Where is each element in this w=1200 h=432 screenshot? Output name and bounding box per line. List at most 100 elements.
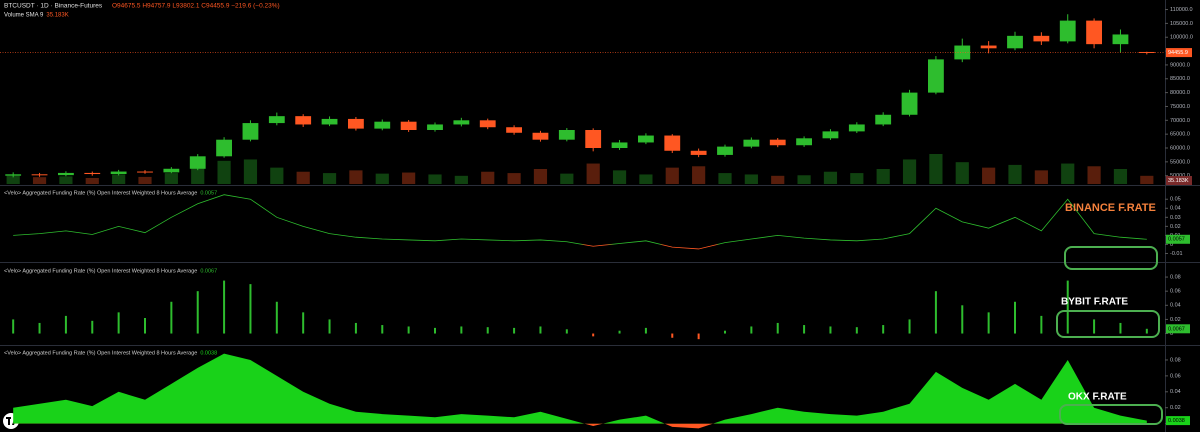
candle-body: [374, 121, 391, 129]
volume-bar: [1008, 164, 1022, 184]
volume-bar: [270, 167, 284, 184]
funding-bar: [961, 305, 964, 334]
candle-body: [532, 132, 549, 140]
funding-bar: [354, 322, 357, 334]
candle-body: [769, 139, 786, 146]
value-box: [1166, 324, 1190, 334]
volume-bar: [217, 160, 231, 184]
volume-bar: [560, 173, 574, 184]
candle-body: [5, 174, 22, 176]
funding-bar: [803, 325, 806, 334]
candle-body: [163, 168, 180, 173]
candle-body: [1059, 20, 1076, 42]
volume-bar: [665, 167, 679, 184]
candle-body: [84, 172, 101, 175]
volume-bar: [322, 173, 337, 184]
y-tick-label: 70000.0: [1170, 118, 1190, 124]
funding-bar: [328, 319, 331, 334]
candle-body: [268, 116, 285, 124]
last-price-label: 94455.9: [1168, 50, 1188, 56]
candle-body: [611, 142, 628, 148]
value-box-label: 0.0038: [1168, 418, 1185, 424]
candle-body: [1112, 34, 1129, 45]
volume-bar: [481, 171, 495, 184]
value-box: [1166, 234, 1190, 244]
candle-body: [453, 120, 470, 125]
funding-bar: [1040, 315, 1043, 334]
candle-body: [295, 116, 312, 125]
candle-body: [427, 124, 443, 130]
highlight-outline: [1064, 246, 1158, 270]
candle-body: [954, 45, 971, 60]
funding-bar: [381, 325, 384, 334]
volume-bar: [243, 159, 258, 184]
funding-bar: [513, 327, 516, 334]
candle-body: [348, 118, 364, 129]
candle-body: [638, 135, 654, 143]
volume-bar: [138, 176, 152, 184]
candle-body: [901, 92, 918, 115]
y-tick-label: 0.02: [1170, 224, 1181, 230]
volume-bar: [6, 175, 20, 184]
volume-bar: [982, 167, 996, 184]
candle-body: [506, 127, 522, 133]
volume-title: Volume SMA 9: [4, 13, 44, 19]
volume-axis-label: 35.183K: [1168, 178, 1189, 184]
volume-axis-box: [1166, 176, 1192, 185]
annotation: OKX F.RATE: [1068, 392, 1127, 403]
candle-body: [1086, 20, 1102, 45]
candle-body: [875, 114, 892, 125]
candle-body: [400, 121, 417, 130]
candle-body: [58, 172, 74, 176]
y-tick-label: 60000.0: [1170, 145, 1190, 151]
candle-body: [137, 171, 153, 173]
last-price-box: [1166, 48, 1192, 58]
y-tick-label: 90000.0: [1170, 62, 1190, 68]
funding-bar: [697, 333, 700, 340]
candle-body: [1033, 35, 1050, 42]
y-tick-label: 85000.0: [1170, 76, 1190, 82]
y-tick-label: 80000.0: [1170, 90, 1190, 96]
funding-bar: [486, 327, 489, 334]
y-tick-label: 0.02: [1170, 405, 1181, 411]
candle-body: [717, 146, 733, 155]
indicator-title: <Velo> Aggregated Funding Rate (%) Open …: [4, 190, 197, 196]
highlight-outline: [1056, 310, 1160, 338]
funding-bar: [302, 312, 305, 334]
volume-bar: [612, 170, 627, 184]
volume-bar: [428, 174, 442, 184]
y-tick-label: 0.05: [1170, 197, 1181, 203]
y-tick-label: 0.03: [1170, 215, 1181, 221]
highlight-outline: [1059, 404, 1163, 425]
y-tick-label: 65000.0: [1170, 132, 1190, 138]
volume-bar: [112, 174, 126, 184]
value-box-label: 0.0057: [1168, 237, 1185, 243]
candle-body: [928, 59, 944, 93]
funding-bar: [144, 318, 146, 334]
funding-bar: [64, 315, 67, 334]
funding-bar: [565, 329, 568, 334]
volume-bar: [85, 178, 99, 184]
funding-bar: [934, 291, 937, 334]
funding-bar: [750, 326, 753, 334]
volume-bar: [533, 169, 548, 184]
indicator-title: <Velo> Aggregated Funding Rate (%) Open …: [4, 350, 197, 356]
y-tick-label: 0.08: [1170, 275, 1181, 281]
funding-bar: [908, 319, 911, 334]
volume-bar: [718, 173, 732, 184]
volume-bar: [876, 169, 890, 184]
volume-bar: [771, 175, 785, 184]
funding-bar: [407, 326, 410, 334]
y-tick-label: -0.01: [1170, 251, 1183, 257]
funding-line: [13, 194, 1147, 245]
y-tick-label: 0.06: [1170, 289, 1181, 295]
volume-bar: [823, 171, 838, 184]
funding-bar: [1145, 328, 1148, 334]
funding-bar: [91, 320, 94, 334]
funding-bar: [618, 330, 621, 334]
candle-body: [796, 138, 812, 146]
volume-bar: [692, 166, 706, 184]
candle-body: [1007, 35, 1023, 49]
funding-bar: [539, 326, 542, 334]
volume-bar: [1087, 166, 1101, 184]
